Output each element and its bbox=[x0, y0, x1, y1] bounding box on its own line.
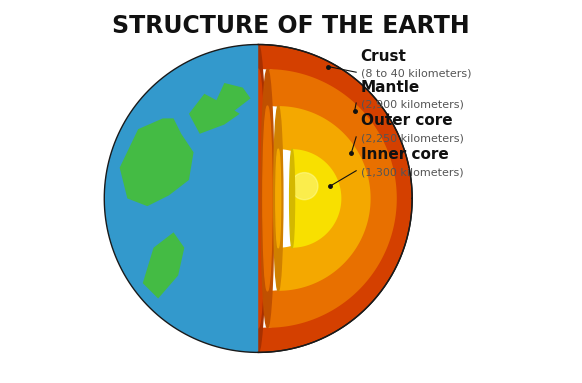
Ellipse shape bbox=[274, 106, 283, 291]
Ellipse shape bbox=[261, 69, 274, 328]
Ellipse shape bbox=[263, 106, 272, 291]
Ellipse shape bbox=[291, 173, 318, 200]
Polygon shape bbox=[215, 83, 250, 114]
Polygon shape bbox=[143, 232, 184, 298]
Polygon shape bbox=[104, 43, 258, 352]
Text: Inner core: Inner core bbox=[361, 147, 448, 162]
Text: (2,250 kilometers): (2,250 kilometers) bbox=[361, 133, 463, 143]
Polygon shape bbox=[189, 94, 240, 134]
Ellipse shape bbox=[276, 149, 281, 248]
Polygon shape bbox=[278, 106, 371, 291]
Text: Outer core: Outer core bbox=[361, 113, 452, 128]
Text: (8 to 40 kilometers): (8 to 40 kilometers) bbox=[361, 69, 471, 79]
Text: (1,300 kilometers): (1,300 kilometers) bbox=[361, 167, 463, 177]
Text: (2,900 kilometers): (2,900 kilometers) bbox=[361, 100, 463, 110]
Polygon shape bbox=[292, 149, 342, 248]
Polygon shape bbox=[268, 69, 397, 328]
Ellipse shape bbox=[250, 44, 266, 352]
Text: STRUCTURE OF THE EARTH: STRUCTURE OF THE EARTH bbox=[112, 14, 470, 38]
Ellipse shape bbox=[252, 69, 265, 328]
Polygon shape bbox=[120, 118, 194, 206]
Text: Mantle: Mantle bbox=[361, 80, 420, 95]
Text: Crust: Crust bbox=[361, 49, 407, 64]
Ellipse shape bbox=[290, 149, 294, 248]
Polygon shape bbox=[258, 44, 412, 352]
